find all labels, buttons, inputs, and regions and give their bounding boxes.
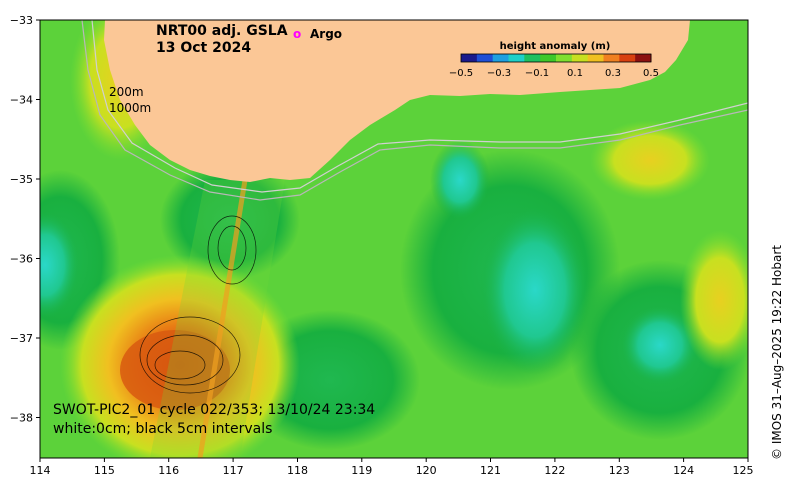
x-axis-ticks (39, 458, 749, 462)
x-tick-label: 115 (94, 464, 115, 477)
x-tick-label: 119 (351, 464, 372, 477)
x-tick-label: 124 (673, 464, 694, 477)
argo-marker-icon: o (293, 27, 301, 41)
y-tick-label: −36 (10, 253, 33, 266)
colorbar-swatch (508, 54, 525, 62)
colorbar-swatch (571, 54, 589, 62)
colorbar-tick-label: 0.1 (567, 68, 583, 79)
y-tick-label: −33 (10, 14, 33, 27)
x-tick-label: 125 (733, 464, 754, 477)
colorbar-swatch (603, 54, 620, 62)
colorbar-swatch (635, 54, 652, 62)
y-tick-label: −34 (10, 94, 33, 107)
x-tick-label: 121 (480, 464, 501, 477)
colorbar-swatch (587, 54, 604, 62)
x-tick-label: 118 (287, 464, 308, 477)
x-tick-label: 117 (223, 464, 244, 477)
anomaly-field (40, 20, 748, 458)
colorbar (460, 53, 652, 63)
contour-info: white:0cm; black 5cm intervals (53, 421, 272, 437)
colorbar-swatch (461, 54, 478, 62)
colorbar-swatch (476, 54, 494, 62)
colorbar-tick-label: −0.1 (525, 68, 549, 79)
y-tick-label: −35 (10, 173, 33, 186)
map-date: 13 Oct 2024 (156, 40, 251, 56)
x-tick-label: 116 (158, 464, 179, 477)
isobath-label-200m: 200m (109, 85, 144, 99)
colorbar-tick-label: 0.5 (643, 68, 659, 79)
colorbar-swatch (492, 54, 509, 62)
y-tick-label: −37 (10, 332, 33, 345)
colorbar-title: height anomaly (m) (500, 41, 611, 52)
colorbar-tick-label: −0.5 (449, 68, 473, 79)
isobath-label-1000m: 1000m (109, 101, 151, 115)
colorbar-tick-label: 0.3 (605, 68, 621, 79)
plot-frame (39, 19, 749, 459)
colorbar-swatch (540, 54, 557, 62)
x-tick-label: 120 (416, 464, 437, 477)
x-tick-label: 114 (30, 464, 51, 477)
x-tick-label: 122 (544, 464, 565, 477)
product-title: NRT00 adj. GSLA (156, 23, 288, 39)
swot-pass-info: SWOT-PIC2_01 cycle 022/353; 13/10/24 23:… (53, 402, 375, 418)
x-tick-label: 123 (609, 464, 630, 477)
colorbar-swatch (524, 54, 541, 62)
colorbar-swatch (556, 54, 573, 62)
colorbar-frame (460, 53, 652, 63)
y-axis-ticks (36, 19, 40, 418)
colorbar-swatch (619, 54, 636, 62)
argo-legend-label: Argo (310, 27, 342, 41)
isobath-200m (91, 20, 748, 193)
imos-credit: © IMOS 31–Aug–2025 19:22 Hobart (770, 245, 784, 460)
colorbar-tick-label: −0.3 (487, 68, 511, 79)
y-tick-label: −38 (10, 412, 33, 425)
isobath-1000m (81, 20, 748, 201)
